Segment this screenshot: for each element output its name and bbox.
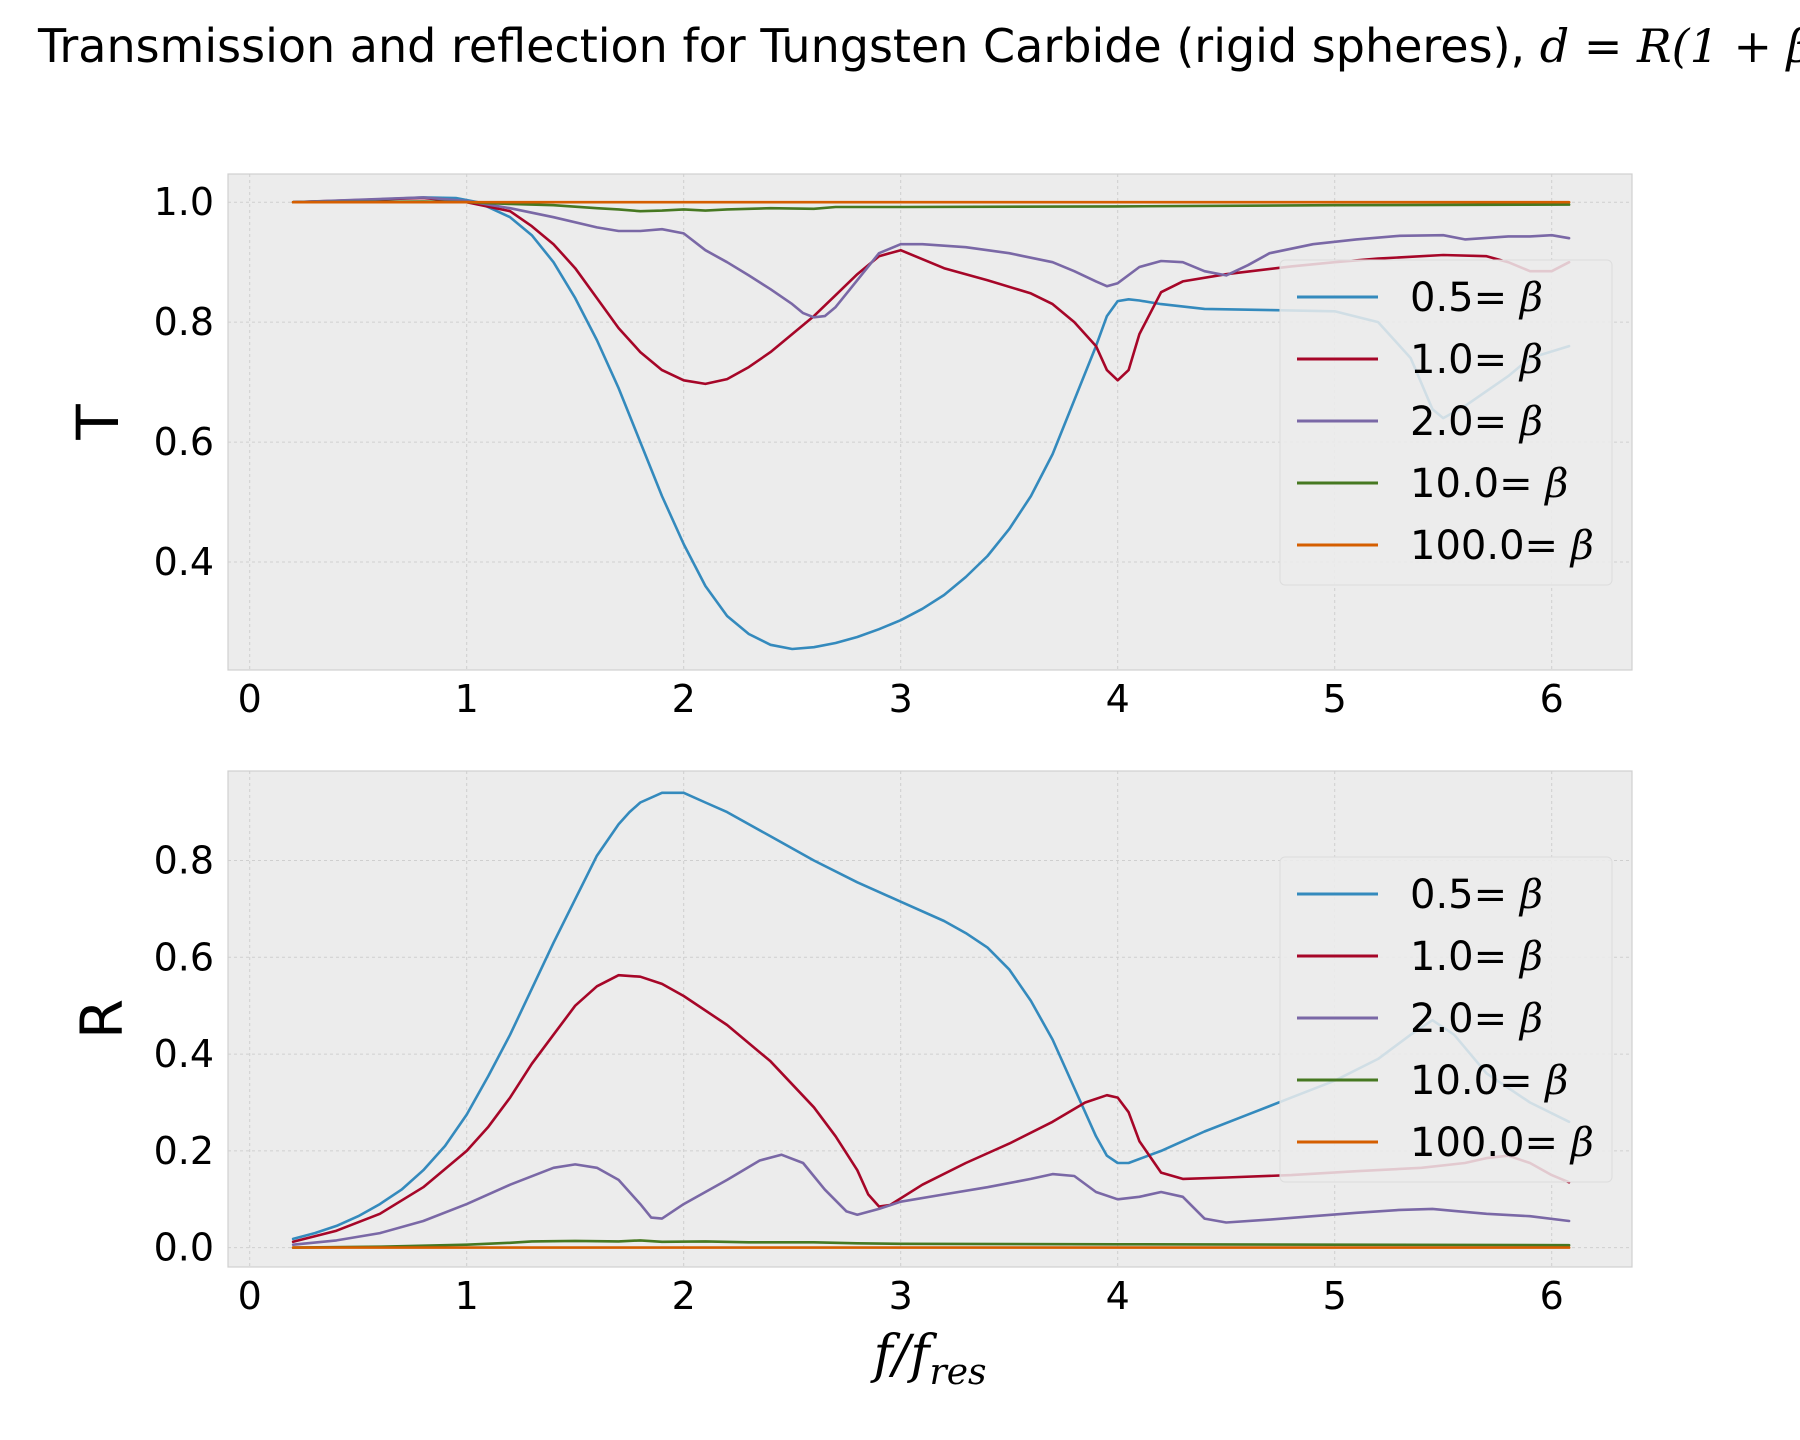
x-tick-label: 1 [455,677,479,721]
legend-entry-label: 100.0= β [1410,1120,1594,1166]
y-tick-label: 0.2 [154,1129,214,1173]
y-tick-label: 0.6 [154,420,214,464]
legend-box [1279,259,1613,586]
x-tick-label: 5 [1323,677,1347,721]
series-line-10-0 [291,200,1571,213]
x-tick-label: 6 [1540,1274,1564,1318]
figure-title-text: Transmission and reflection for Tungsten… [37,19,1540,73]
legend-entry-label: 1.0= β [1410,934,1543,980]
x-tick-label: 0 [238,1274,262,1318]
legend: 0.5= β 1.0= β 2.0= β 10.0= β 100.0= β [1279,259,1613,586]
legend-entry-label: 1.0= β [1410,337,1543,383]
x-tick-label: 5 [1323,1274,1347,1318]
y-tick-label: 0.8 [154,300,214,344]
x-tick-label: 2 [672,677,696,721]
figure-title-math: d = R(1 + β) [1540,19,1800,73]
reflection-panel: 0 1 2 3 4 5 6 0.0 0.2 0.4 0.6 0.8 Rf/fres 0.5= β 1.0= … [68,770,1633,1393]
x-tick-label: 0 [238,677,262,721]
x-tick-label: 1 [455,1274,479,1318]
series-line-2-0 [291,1153,1571,1246]
legend-entry-label: 0.5= β [1410,275,1543,321]
legend-entry-label: 10.0= β [1410,461,1568,507]
y-axis-label: R [68,999,136,1039]
legend-entry-label: 2.0= β [1410,399,1543,445]
y-tick-label: 0.4 [154,540,214,584]
series-line-2-0 [291,196,1571,319]
legend-box [1279,856,1613,1183]
y-tick-label: 1.0 [154,180,214,224]
figure-title: Transmission and reflection for Tungsten… [37,19,1800,73]
x-axis-label: f/fres [869,1325,986,1393]
legend-entry-label: 10.0= β [1410,1058,1568,1104]
y-tick-label: 0.4 [154,1032,214,1076]
series-line-10-0 [291,1239,1571,1249]
x-tick-label: 3 [889,1274,913,1318]
legend-entry-label: 0.5= β [1410,872,1543,918]
x-tick-label: 2 [672,1274,696,1318]
y-axis-label: T [64,404,132,441]
y-tick-label: 0.8 [154,839,214,883]
legend: 0.5= β 1.0= β 2.0= β 10.0= β 100.0= β [1279,856,1613,1183]
x-tick-label: 4 [1106,1274,1130,1318]
transmission-panel: 0 1 2 3 4 5 6 0.4 0.6 0.8 1.0 T 0.5= β 1.0= β 2.0= β 10… [64,173,1633,721]
y-tick-label: 0.0 [154,1226,214,1270]
legend-entry-label: 100.0= β [1410,523,1594,569]
legend-entry-label: 2.0= β [1410,996,1543,1042]
x-tick-label: 3 [889,677,913,721]
y-tick-label: 0.6 [154,935,214,979]
x-tick-label: 4 [1106,677,1130,721]
x-tick-label: 6 [1540,677,1564,721]
